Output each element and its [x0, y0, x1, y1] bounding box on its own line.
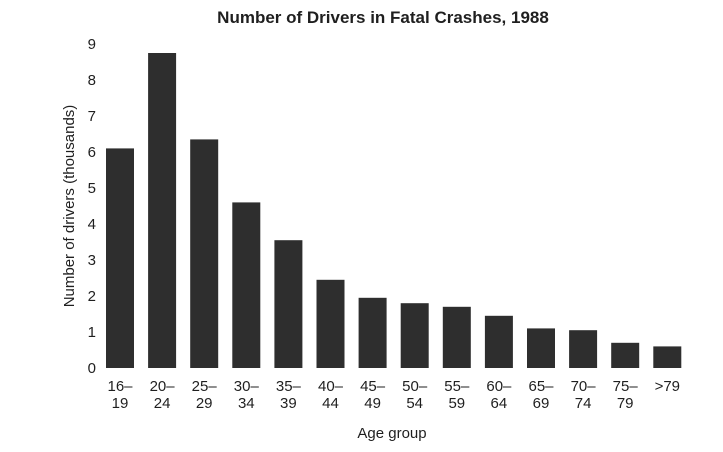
- x-tick-label: 29: [196, 395, 213, 412]
- y-axis-label: Number of drivers (thousands): [61, 105, 78, 308]
- y-tick-label: 2: [88, 288, 96, 305]
- x-tick-label: 45–: [360, 378, 386, 395]
- y-tick-label: 8: [88, 72, 96, 89]
- x-tick-label: 75–: [613, 378, 639, 395]
- x-tick-label: 25–: [192, 378, 218, 395]
- bar: [400, 303, 429, 368]
- y-tick-label: 1: [88, 324, 96, 341]
- y-tick-label: 5: [88, 180, 96, 197]
- x-tick-label: 19: [112, 395, 129, 412]
- bar: [484, 315, 513, 368]
- x-tick-label: 74: [575, 395, 592, 412]
- y-tick-label: 4: [88, 216, 96, 233]
- chart-title: Number of Drivers in Fatal Crashes, 1988: [217, 8, 549, 27]
- bar: [232, 202, 261, 368]
- x-tick-label: 34: [238, 395, 255, 412]
- x-tick-label: 30–: [234, 378, 260, 395]
- x-tick-label: 64: [491, 395, 508, 412]
- bar: [190, 139, 219, 368]
- x-tick-label: 55–: [444, 378, 470, 395]
- y-axis: 0 1 2 3 4 5 6 7 8 9: [88, 36, 96, 377]
- x-tick-label: 60–: [486, 378, 512, 395]
- x-tick-label: 59: [448, 395, 465, 412]
- x-tick-label: 24: [154, 395, 171, 412]
- bar: [527, 328, 555, 368]
- x-tick-label: 49: [364, 395, 381, 412]
- x-tick-label: 65–: [528, 378, 554, 395]
- y-tick-label: 9: [88, 36, 96, 53]
- x-tick-label: 16–: [107, 378, 133, 395]
- x-tick-label: 20–: [150, 378, 176, 395]
- bar: [316, 279, 345, 368]
- bar: [148, 53, 177, 368]
- bar: [611, 342, 640, 368]
- x-tick-label: 54: [406, 395, 423, 412]
- x-tick-label: 79: [617, 395, 634, 412]
- x-tick-label: 40–: [318, 378, 344, 395]
- y-tick-label: 3: [88, 252, 96, 269]
- bar: [106, 148, 134, 368]
- y-tick-label: 6: [88, 144, 96, 161]
- bar: [442, 306, 471, 368]
- bar: [274, 240, 303, 368]
- x-tick-label: 35–: [276, 378, 302, 395]
- bar: [569, 330, 598, 368]
- y-tick-label: 7: [88, 108, 96, 125]
- x-tick-label: >79: [655, 378, 680, 395]
- bars: [106, 53, 682, 368]
- x-tick-label: 44: [322, 395, 339, 412]
- bar: [358, 297, 387, 368]
- y-tick-label: 0: [88, 360, 96, 377]
- x-axis-label: Age group: [357, 425, 426, 442]
- x-tick-label: 39: [280, 395, 297, 412]
- x-tick-label: 70–: [571, 378, 597, 395]
- x-tick-label: 50–: [402, 378, 428, 395]
- x-tick-label: 69: [533, 395, 550, 412]
- x-axis: 16–19 20–24 25–29 30–34 35–39 40–44 45–49 50–54…: [107, 378, 680, 412]
- bar: [653, 346, 682, 368]
